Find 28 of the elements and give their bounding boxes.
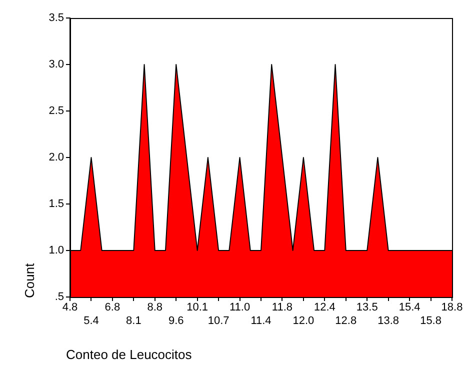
- x-tick-label: 6.8: [104, 302, 120, 314]
- y-tick-label: 2.0: [48, 152, 64, 164]
- x-axis-title: Conteo de Leucocitos: [66, 347, 192, 362]
- x-tick-label: 11.4: [250, 314, 272, 327]
- x-tick-label: 15.4: [398, 302, 420, 314]
- x-tick-label: 11.0: [229, 302, 250, 314]
- x-tick-label: 13.5: [356, 302, 378, 314]
- y-tick-label: 2.5: [48, 105, 64, 118]
- x-tick-label: 12.4: [314, 302, 336, 314]
- x-tick-label: 10.1: [186, 302, 208, 314]
- x-tick-label: 12.8: [335, 314, 357, 327]
- y-tick-label: 1.5: [48, 198, 64, 210]
- y-tick-label: 1.0: [48, 244, 64, 257]
- x-tick-label: 8.1: [126, 314, 142, 327]
- y-axis-title: Count: [22, 263, 37, 298]
- x-tick-label: 4.8: [62, 302, 78, 314]
- x-tick-label: 13.8: [378, 314, 400, 327]
- x-tick-label: 8.8: [147, 302, 163, 314]
- x-tick-label: 9.6: [168, 314, 184, 327]
- y-tick-label: 3.0: [48, 58, 64, 71]
- y-tick-label: 3.5: [48, 12, 64, 24]
- x-tick-label: 12.0: [292, 314, 314, 327]
- x-tick-label: 18.8: [441, 302, 463, 314]
- x-tick-label: 5.4: [84, 314, 99, 327]
- x-tick-label: 10.7: [208, 314, 230, 327]
- y-tick-label: .5: [54, 291, 64, 304]
- x-tick-label: 11.8: [272, 302, 293, 314]
- x-tick-label: 15.8: [420, 314, 442, 327]
